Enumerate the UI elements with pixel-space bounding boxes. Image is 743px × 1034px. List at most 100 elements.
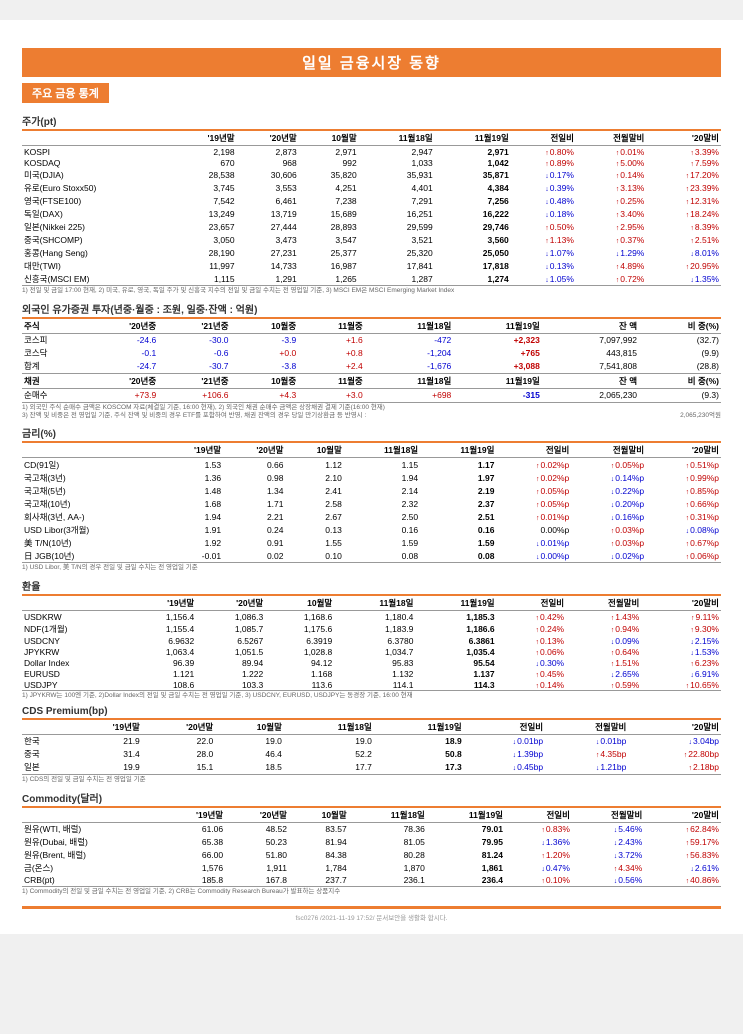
column-header: 전일비 <box>464 720 545 735</box>
cell: 78.36 <box>349 822 427 836</box>
cell: 0.10 <box>285 549 343 563</box>
cell: ↓0.02%p <box>571 549 646 563</box>
cell: 50.8 <box>374 748 464 761</box>
column-header: 주식 <box>22 319 86 334</box>
cell: ↑0.31%p <box>646 510 721 523</box>
cell: ↓0.45bp <box>464 761 545 775</box>
cell: 1,183.9 <box>334 622 415 635</box>
cell: 1,287 <box>359 272 435 286</box>
cell: 1,175.6 <box>265 622 334 635</box>
cell: ↑17.20% <box>646 168 721 181</box>
cell: USDKRW <box>22 611 127 623</box>
cell: ↑0.50% <box>511 220 576 233</box>
cell: ↓0.08%p <box>646 523 721 536</box>
cell: 1.59 <box>420 536 496 549</box>
cell: ↑2.18bp <box>628 761 721 775</box>
table-row: 원유(WTI, 배럴)61.0648.5283.5778.3679.01↑0.8… <box>22 822 721 836</box>
cell: 1.91 <box>161 523 223 536</box>
cell: 대만(TWI) <box>22 259 174 272</box>
section-title: 금리(%) <box>22 425 721 443</box>
cell: 3,553 <box>237 181 299 194</box>
cell: 237.7 <box>289 875 349 887</box>
cell: ↑0.05%p <box>496 497 571 510</box>
cell: KOSDAQ <box>22 157 174 168</box>
cell: 1.94 <box>344 471 420 484</box>
cell: 66.00 <box>161 849 225 862</box>
cell: ↑0.42% <box>497 611 567 623</box>
cell: 6,461 <box>237 194 299 207</box>
cell: ↑0.02%p <box>496 471 571 484</box>
cell: 7,541,808 <box>542 360 639 374</box>
table-row: 日 JGB(10년)-0.010.020.100.080.08↓0.00%p↓0… <box>22 549 721 563</box>
cell: ↑20.95% <box>646 259 721 272</box>
data-table: 주식'20년중'21년중10월중11월중11월18일11월19일잔 액비 중(%… <box>22 319 721 374</box>
cell: 1.71 <box>223 497 285 510</box>
cell: ↑1.43% <box>566 611 641 623</box>
cell: ↑1.20% <box>505 849 572 862</box>
cell: 0.98 <box>223 471 285 484</box>
cell: 0.24 <box>223 523 285 536</box>
column-header: 11월19일 <box>415 596 496 611</box>
cell: 코스피 <box>22 333 86 347</box>
table-row: 코스피-24.6-30.0-3.9+1.6-472+2,3237,097,992… <box>22 333 721 347</box>
table-row: 금(온스)1,5761,9111,7841,8701,861↓0.47%↑4.3… <box>22 862 721 875</box>
cell: 2.50 <box>344 510 420 523</box>
column-header: 11월19일 <box>374 720 464 735</box>
cell: ↓0.09% <box>566 635 641 646</box>
cell: -30.0 <box>158 333 230 347</box>
cell: 83.57 <box>289 822 349 836</box>
data-table: '19년말'20년말10월말11월18일11월19일전일비전월말비'20말비원유… <box>22 808 721 887</box>
table-row: 영국(FTSE100)7,5426,4617,2387,2917,256↓0.4… <box>22 194 721 207</box>
cell: 3,745 <box>174 181 236 194</box>
cell: 17,818 <box>435 259 511 272</box>
cell: -3.9 <box>231 333 299 347</box>
column-header: '20말비 <box>641 596 721 611</box>
cell: ↑0.25% <box>576 194 646 207</box>
table-row: 신흥국(MSCI EM)1,1151,2911,2651,2871,274↓1.… <box>22 272 721 286</box>
cell: 992 <box>299 157 359 168</box>
cell: 4,401 <box>359 181 435 194</box>
cell: 14,733 <box>237 259 299 272</box>
column-header: 11월19일 <box>420 443 496 458</box>
cell: 94.12 <box>265 657 334 668</box>
cell: 114.1 <box>334 679 415 691</box>
cell: ↑1.51% <box>566 657 641 668</box>
column-header: 11월18일 <box>365 374 454 389</box>
cell: 2.37 <box>420 497 496 510</box>
cell: ↓1.29% <box>576 246 646 259</box>
cell: +1.6 <box>298 333 365 347</box>
cell: 81.24 <box>427 849 505 862</box>
cell: -0.01 <box>161 549 223 563</box>
column-header: '19년말 <box>161 808 225 823</box>
cell: 금(온스) <box>22 862 161 875</box>
cell: 4,384 <box>435 181 511 194</box>
cell: 합계 <box>22 360 86 374</box>
table-row: 한국21.922.019.019.018.9↓0.01bp↓0.01bp↓3.0… <box>22 734 721 748</box>
cell: 2.51 <box>420 510 496 523</box>
cell: -315 <box>453 388 542 402</box>
cell: 3,521 <box>359 233 435 246</box>
cell: +765 <box>453 347 542 360</box>
cell: ↑0.45% <box>497 668 567 679</box>
column-header: '20년중 <box>86 319 158 334</box>
cell: ↑0.01% <box>576 146 646 158</box>
table-row: 코스닥-0.1-0.6+0.0+0.8-1,204+765443,815(9.9… <box>22 347 721 360</box>
cell: ↓6.91% <box>641 668 721 679</box>
cell: (9.3) <box>639 388 721 402</box>
cell: ↓0.22%p <box>571 484 646 497</box>
data-table: '19년말'20년말10월말11월18일11월19일전일비전월말비'20말비KO… <box>22 131 721 286</box>
cell: 16,987 <box>299 259 359 272</box>
table-row: 원유(Brent, 배럴)66.0051.8084.3880.2881.24↑1… <box>22 849 721 862</box>
column-header: 11월중 <box>298 374 365 389</box>
cell: USDCNY <box>22 635 127 646</box>
cell: 6.3919 <box>265 635 334 646</box>
cell: 2.58 <box>285 497 343 510</box>
column-header: 전일비 <box>497 596 567 611</box>
cell: ↑0.05%p <box>571 458 646 472</box>
cell: ↓0.13% <box>511 259 576 272</box>
column-header: 전일비 <box>496 443 571 458</box>
cell: 2.67 <box>285 510 343 523</box>
cell: 13,249 <box>174 207 236 220</box>
section-title: Commodity(달러) <box>22 790 721 808</box>
column-header <box>22 596 127 611</box>
